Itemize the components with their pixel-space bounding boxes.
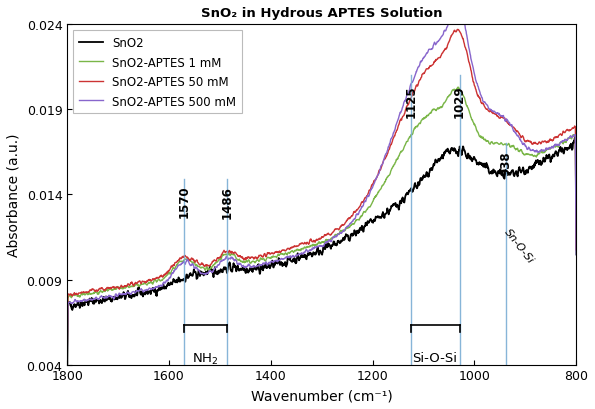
SnO2 [103,298,110,303]
SnO2-APTES 1 mM [103,288,110,292]
SnO2-APTES 50 mM [64,349,71,354]
SnO2-APTES 500 mM [280,257,287,262]
SnO2-APTES 50 mM [572,248,580,253]
Text: Si-O-Si: Si-O-Si [412,351,458,364]
SnO2-APTES 500 mM [353,212,361,217]
SnO2 [280,262,287,267]
Text: 938: 938 [499,151,512,175]
Line: SnO2-APTES 50 mM: SnO2-APTES 50 mM [67,30,576,351]
SnO2 [290,259,298,264]
SnO2-APTES 500 mM [453,5,461,10]
SnO2-APTES 50 mM [124,283,131,288]
SnO2-APTES 500 mM [124,290,131,295]
SnO2 [571,135,578,140]
SnO2-APTES 500 mM [572,253,580,258]
Line: SnO2-APTES 1 mM: SnO2-APTES 1 mM [67,88,576,351]
SnO2-APTES 500 mM [103,296,110,301]
SnO2-APTES 500 mM [299,251,306,256]
SnO2-APTES 1 mM [353,218,361,222]
SnO2-APTES 1 mM [299,246,306,251]
Text: Sn-O-Si: Sn-O-Si [502,227,536,265]
SnO2-APTES 50 mM [290,245,298,250]
Y-axis label: Absorbance (a.u.): Absorbance (a.u.) [7,133,21,256]
Title: SnO₂ in Hydrous APTES Solution: SnO₂ in Hydrous APTES Solution [201,7,443,20]
SnO2-APTES 50 mM [454,28,461,33]
SnO2 [353,229,361,234]
SnO2-APTES 1 mM [124,284,131,289]
Legend: SnO2, SnO2-APTES 1 mM, SnO2-APTES 50 mM, SnO2-APTES 500 mM: SnO2, SnO2-APTES 1 mM, SnO2-APTES 50 mM,… [73,31,242,114]
X-axis label: Wavenumber (cm⁻¹): Wavenumber (cm⁻¹) [250,388,393,402]
Line: SnO2-APTES 500 mM: SnO2-APTES 500 mM [67,7,576,357]
SnO2 [124,292,131,297]
SnO2-APTES 50 mM [353,208,361,213]
SnO2-APTES 1 mM [455,85,462,90]
SnO2-APTES 50 mM [280,248,287,253]
Text: 1125: 1125 [404,85,417,117]
SnO2-APTES 50 mM [299,241,306,246]
Text: 1486: 1486 [221,185,233,218]
SnO2-APTES 1 mM [290,250,298,255]
Text: 1570: 1570 [178,185,191,218]
SnO2 [64,366,71,371]
SnO2 [572,211,580,216]
SnO2-APTES 500 mM [64,354,71,359]
SnO2-APTES 50 mM [103,286,110,291]
Line: SnO2: SnO2 [67,137,576,369]
Text: 1029: 1029 [453,85,466,117]
SnO2-APTES 500 mM [290,254,298,259]
SnO2-APTES 1 mM [64,349,71,354]
SnO2-APTES 1 mM [280,252,287,257]
Text: NH$_2$: NH$_2$ [192,351,219,366]
SnO2-APTES 1 mM [572,252,580,257]
SnO2 [299,255,306,260]
